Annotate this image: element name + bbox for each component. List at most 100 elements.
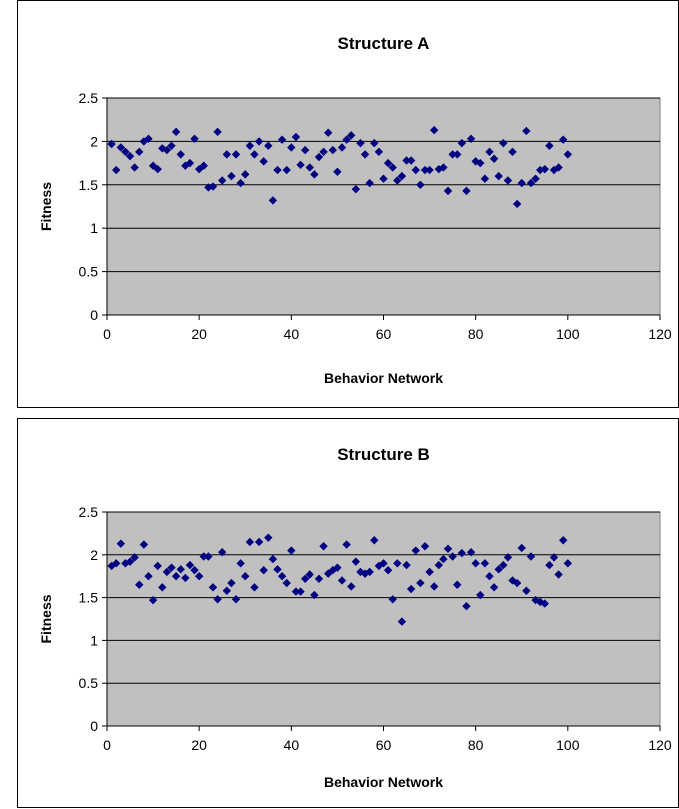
data-point bbox=[540, 164, 549, 174]
data-point bbox=[379, 559, 388, 568]
data-point bbox=[328, 145, 338, 155]
data-point bbox=[517, 178, 526, 188]
data-point bbox=[176, 150, 185, 159]
data-point bbox=[439, 163, 448, 172]
data-point bbox=[153, 164, 162, 174]
data-point bbox=[499, 138, 508, 148]
data-point bbox=[531, 595, 540, 605]
data-point bbox=[489, 583, 499, 592]
data-point bbox=[259, 566, 268, 575]
data-point bbox=[563, 150, 573, 159]
data-point bbox=[190, 566, 199, 575]
data-point bbox=[259, 157, 268, 166]
x-axis-label: Behavior Network bbox=[324, 370, 443, 386]
data-point bbox=[545, 141, 554, 150]
data-point bbox=[503, 176, 513, 185]
data-point bbox=[305, 163, 314, 172]
y-tick-label: 2.5 bbox=[79, 90, 99, 106]
data-point bbox=[517, 543, 526, 553]
data-point bbox=[236, 178, 245, 188]
data-point bbox=[411, 165, 420, 175]
data-point bbox=[457, 138, 467, 148]
data-point bbox=[324, 128, 333, 137]
data-point bbox=[273, 165, 282, 175]
data-point bbox=[337, 143, 347, 152]
x-tick-label: 100 bbox=[556, 326, 580, 342]
data-point bbox=[296, 160, 305, 170]
y-axis-label: Fitness bbox=[38, 182, 54, 231]
data-point bbox=[480, 174, 490, 183]
data-point bbox=[365, 178, 374, 188]
y-tick-label: 0 bbox=[90, 718, 98, 734]
data-point bbox=[112, 559, 121, 568]
data-point bbox=[208, 583, 218, 592]
chart-panel-structure-b: Structure B 0 0.5 1 1.5 2 2.5 0 20 40 60 80 100 120 Be… bbox=[17, 418, 679, 808]
data-point bbox=[300, 145, 310, 155]
data-point bbox=[190, 134, 199, 143]
data-point bbox=[213, 127, 222, 137]
y-tick-label: 1 bbox=[90, 220, 98, 236]
data-point bbox=[208, 182, 218, 191]
data-point bbox=[563, 559, 573, 568]
data-point bbox=[116, 539, 126, 548]
data-point bbox=[388, 163, 397, 172]
data-point bbox=[351, 184, 361, 194]
data-point bbox=[167, 563, 176, 572]
x-axis-label: Behavior Network bbox=[324, 774, 443, 790]
x-tick-label: 60 bbox=[376, 326, 392, 342]
data-point bbox=[204, 183, 213, 192]
y-tick-label: 2 bbox=[90, 133, 98, 149]
x-tick-label: 100 bbox=[556, 737, 580, 753]
x-tick-label: 120 bbox=[648, 326, 672, 342]
x-tick-label: 80 bbox=[468, 326, 484, 342]
data-point bbox=[466, 134, 476, 143]
plot-area bbox=[106, 97, 661, 316]
data-point bbox=[222, 150, 232, 159]
data-point bbox=[494, 171, 503, 181]
data-point bbox=[360, 150, 370, 159]
x-tick-label: 0 bbox=[103, 326, 111, 342]
y-tick-label: 1.5 bbox=[79, 177, 99, 193]
data-point bbox=[158, 583, 167, 592]
data-point bbox=[379, 174, 388, 183]
data-point bbox=[531, 174, 540, 183]
data-point bbox=[411, 546, 420, 555]
y-tick-label: 1 bbox=[90, 632, 98, 648]
data-point bbox=[227, 578, 236, 588]
data-point bbox=[121, 147, 130, 157]
data-point bbox=[319, 542, 328, 551]
chart-panel-structure-a: Structure A 0 0.5 1 1.5 2 2.5 0 20 40 60 80 100 120 Be… bbox=[17, 0, 679, 408]
data-point bbox=[250, 150, 259, 159]
data-point bbox=[416, 180, 425, 189]
data-point bbox=[448, 150, 457, 159]
chart-title: Structure A bbox=[338, 34, 430, 53]
plot-area bbox=[106, 511, 661, 727]
data-point bbox=[397, 171, 407, 181]
x-tick-label: 20 bbox=[191, 326, 207, 342]
y-axis-label: Fitness bbox=[38, 594, 54, 643]
data-point bbox=[116, 143, 126, 152]
x-tick-label: 120 bbox=[648, 737, 672, 753]
data-point bbox=[462, 186, 471, 196]
data-point bbox=[227, 171, 236, 181]
x-tick-label: 40 bbox=[284, 737, 300, 753]
data-point bbox=[199, 161, 208, 170]
data-point bbox=[480, 559, 490, 568]
data-point bbox=[356, 138, 365, 148]
data-point bbox=[291, 132, 301, 142]
data-point bbox=[250, 583, 259, 592]
data-point bbox=[420, 165, 430, 175]
data-point bbox=[559, 135, 568, 144]
data-point bbox=[420, 542, 430, 551]
chart-title: Structure B bbox=[337, 445, 430, 464]
data-point bbox=[406, 156, 416, 165]
data-point bbox=[277, 135, 287, 144]
data-point bbox=[167, 141, 176, 150]
data-point bbox=[264, 141, 273, 150]
data-point bbox=[268, 196, 278, 205]
data-point bbox=[485, 147, 494, 157]
data-point bbox=[342, 135, 351, 144]
data-point bbox=[107, 139, 116, 149]
data-point bbox=[218, 176, 227, 185]
data-point bbox=[125, 151, 135, 161]
